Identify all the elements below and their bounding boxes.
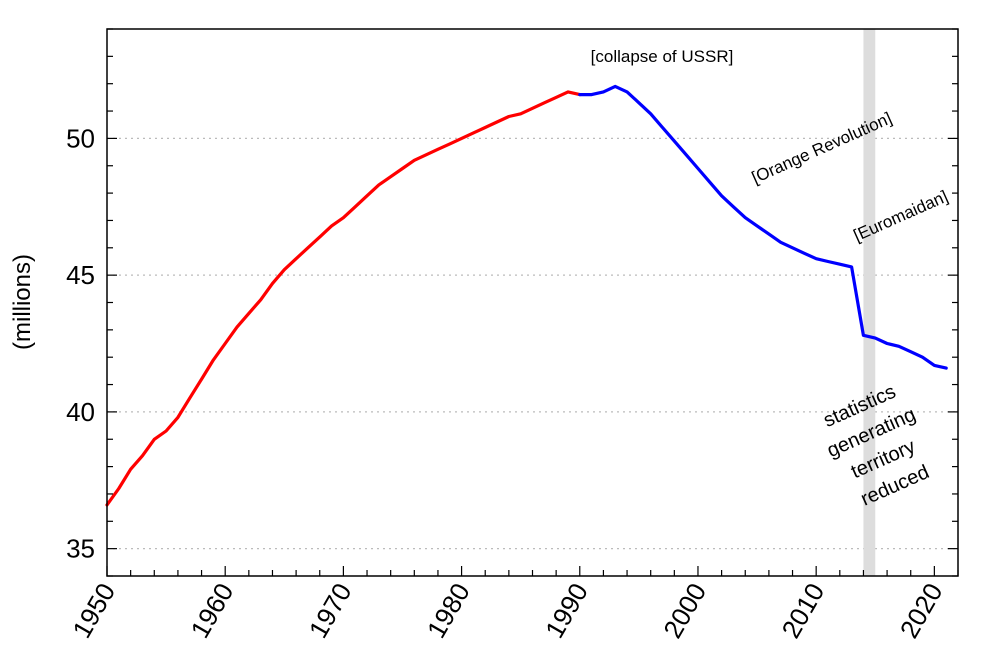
- x-tick-label: 2010: [775, 578, 830, 643]
- x-tick-label: 1980: [421, 578, 476, 643]
- y-tick-label: 50: [66, 123, 95, 153]
- y-tick-label: 35: [66, 534, 95, 564]
- x-tick-label: 1960: [184, 578, 239, 643]
- series-line: [578, 84, 948, 370]
- x-tick-label: 1950: [66, 578, 121, 643]
- annotation-territory-reduced: statistics generating territory reduced: [820, 381, 932, 511]
- x-tick-label: 2000: [657, 578, 712, 643]
- series-lines: [105, 84, 948, 507]
- x-tick-label: 1990: [539, 578, 594, 643]
- y-tick-label: 45: [66, 260, 95, 290]
- axis-ticks: [106, 28, 959, 577]
- y-tick-labels: 35 40 45 50: [66, 123, 95, 563]
- y-tick-label: 40: [66, 397, 95, 427]
- series-line: [105, 90, 582, 507]
- x-tick-label: 2020: [894, 578, 949, 643]
- y-axis-label: (millions): [9, 254, 36, 350]
- plot-frame: [106, 28, 959, 577]
- grid-lines: [107, 137, 958, 550]
- x-tick-labels: 1950 1960 1970 1980 1990 2000 2010 2020: [66, 578, 948, 643]
- annotation-collapse-of-ussr: [collapse of USSR]: [591, 47, 734, 66]
- highlight-band: [863, 29, 876, 576]
- x-tick-label: 1970: [303, 578, 358, 643]
